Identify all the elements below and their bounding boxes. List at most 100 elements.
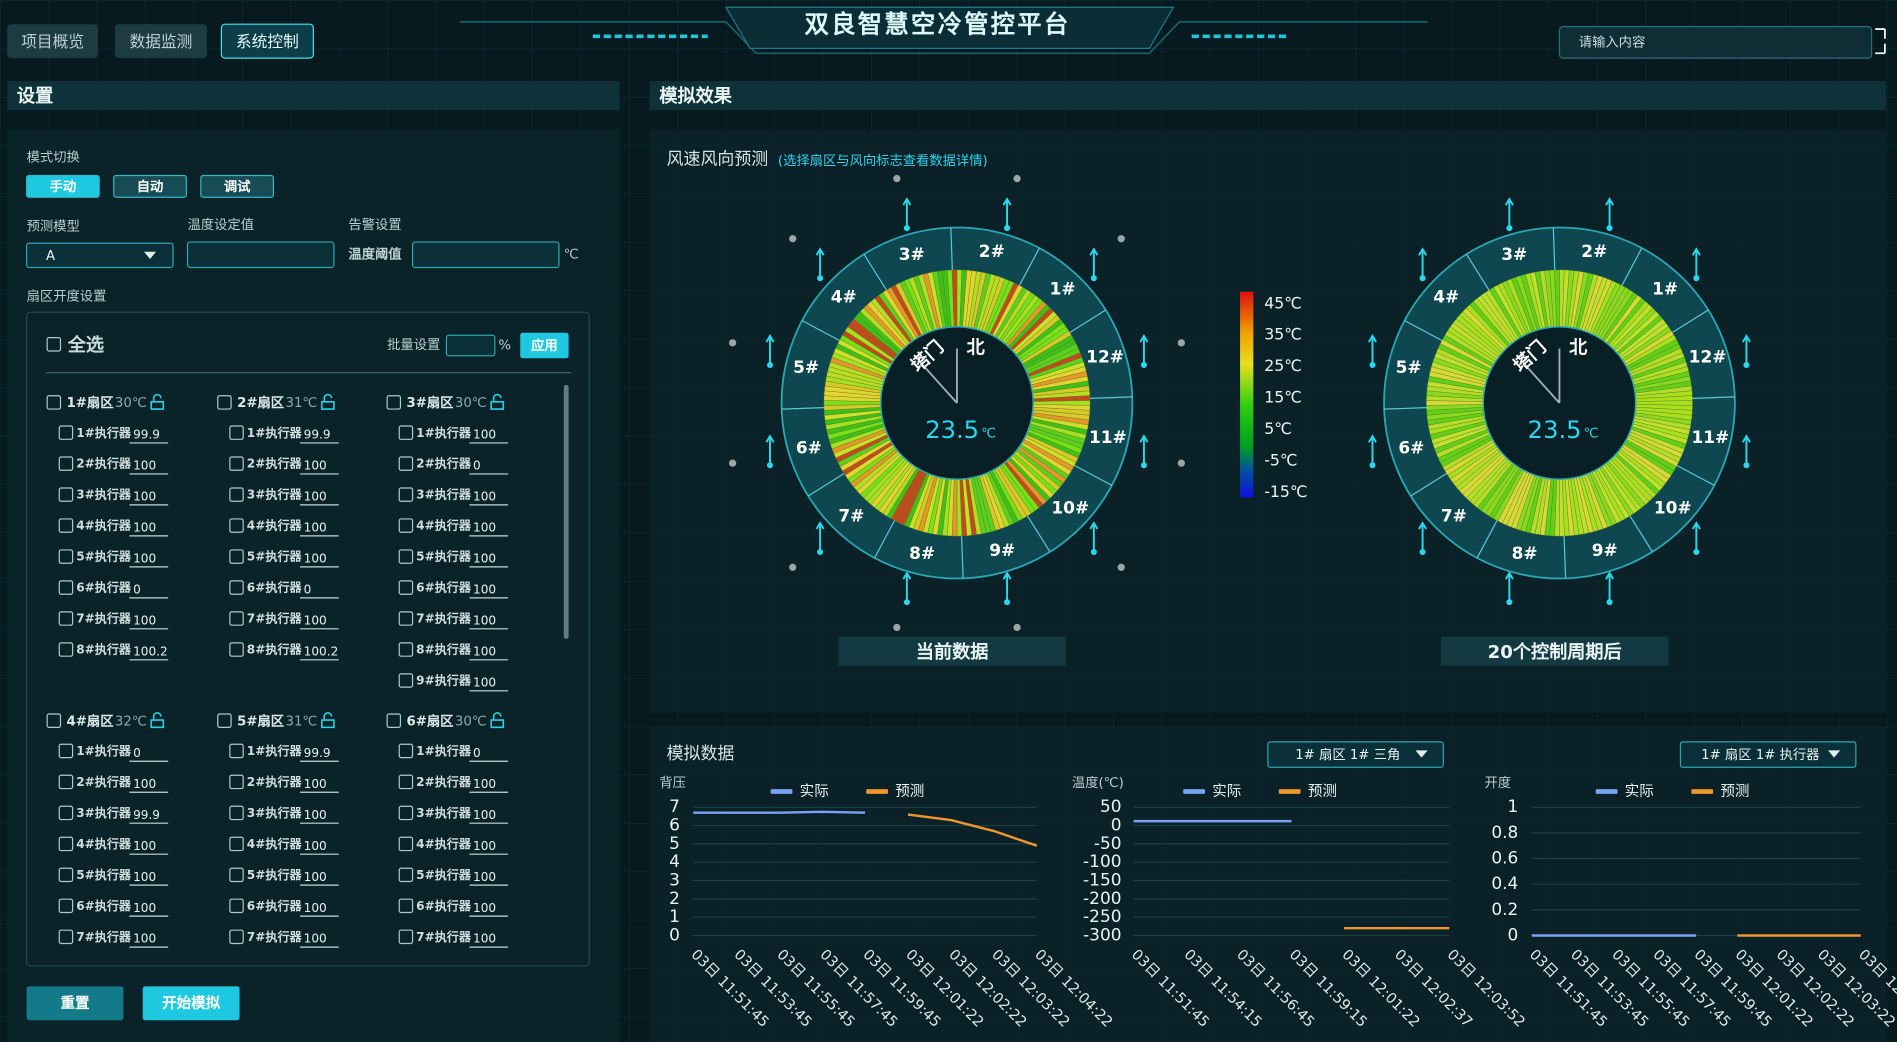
wind-arrow-base[interactable] — [1369, 361, 1376, 369]
lock-icon[interactable] — [321, 712, 335, 729]
wind-arrow[interactable] — [1139, 434, 1149, 466]
checkbox[interactable] — [229, 867, 244, 883]
checkbox[interactable] — [46, 337, 62, 352]
wind-arrow-base[interactable] — [1743, 361, 1750, 369]
checkbox[interactable] — [229, 611, 244, 626]
checkbox[interactable] — [398, 580, 414, 595]
checkbox[interactable] — [58, 425, 74, 440]
checkbox[interactable] — [398, 836, 414, 852]
sector-label[interactable]: 9# — [989, 540, 1015, 560]
checkbox[interactable] — [58, 518, 74, 533]
series-select[interactable] — [1267, 741, 1444, 768]
sector-label[interactable]: 5# — [793, 357, 819, 377]
checkbox[interactable] — [58, 580, 74, 595]
wind-arrow[interactable] — [815, 521, 825, 553]
checkbox[interactable] — [58, 929, 74, 945]
sector-label[interactable]: 1# — [1652, 279, 1678, 299]
apply-button[interactable] — [520, 332, 569, 359]
mode-button[interactable] — [113, 174, 187, 198]
wind-arrow[interactable] — [765, 334, 775, 365]
checkbox[interactable] — [58, 642, 74, 657]
reset-button[interactable] — [26, 986, 124, 1021]
wind-arrow[interactable] — [1089, 521, 1099, 553]
wind-arrow[interactable] — [1002, 197, 1012, 229]
sector-label[interactable]: 5# — [1396, 357, 1422, 377]
sector-label[interactable]: 8# — [909, 543, 935, 563]
checkbox[interactable] — [398, 456, 414, 471]
wind-arrow-base[interactable] — [903, 225, 910, 232]
sector-label[interactable]: 9# — [1592, 540, 1618, 560]
checkbox[interactable] — [398, 805, 414, 821]
checkbox[interactable] — [229, 487, 244, 502]
wind-arrow[interactable] — [1741, 434, 1751, 466]
checkbox[interactable] — [58, 549, 74, 564]
wind-arrow-base[interactable] — [1090, 549, 1097, 556]
checkbox[interactable] — [398, 743, 414, 759]
sector-label[interactable]: 12# — [1689, 347, 1727, 367]
checkbox[interactable] — [229, 774, 244, 790]
checkbox[interactable] — [229, 898, 244, 914]
batch-input[interactable] — [445, 334, 496, 357]
sector-label[interactable]: 10# — [1051, 498, 1089, 518]
checkbox[interactable] — [229, 805, 244, 821]
checkbox[interactable] — [58, 805, 74, 821]
checkbox[interactable] — [58, 611, 74, 626]
nav-tab[interactable] — [220, 23, 314, 59]
checkbox[interactable] — [58, 743, 74, 759]
checkbox[interactable] — [386, 395, 402, 410]
sector-label[interactable]: 6# — [796, 437, 822, 457]
wind-arrow-base[interactable] — [1140, 361, 1147, 369]
lock-icon[interactable] — [490, 712, 505, 729]
sector-label[interactable]: 4# — [1433, 286, 1459, 306]
checkbox[interactable] — [58, 487, 74, 502]
checkbox[interactable] — [398, 774, 414, 790]
checkbox[interactable] — [229, 580, 244, 595]
wind-arrow[interactable] — [1368, 434, 1377, 466]
wind-arrow[interactable] — [1741, 334, 1751, 365]
lock-icon[interactable] — [490, 393, 505, 410]
wind-arrow[interactable] — [1504, 571, 1514, 603]
wind-arrow[interactable] — [1089, 247, 1099, 279]
checkbox[interactable] — [398, 867, 414, 883]
wind-arrow[interactable] — [1691, 247, 1701, 279]
checkbox[interactable] — [229, 743, 244, 759]
checkbox[interactable] — [217, 395, 232, 410]
wind-arrow[interactable] — [1002, 571, 1012, 603]
wind-arrow-base[interactable] — [1506, 225, 1513, 232]
wind-arrow[interactable] — [902, 571, 912, 603]
wind-arrow-base[interactable] — [1743, 462, 1750, 469]
lock-icon[interactable] — [321, 393, 335, 410]
checkbox[interactable] — [398, 518, 414, 533]
checkbox[interactable] — [398, 929, 414, 945]
checkbox[interactable] — [229, 425, 244, 440]
wind-arrow-base[interactable] — [1419, 549, 1426, 556]
checkbox[interactable] — [229, 518, 244, 533]
sector-label[interactable]: 10# — [1654, 498, 1692, 518]
sector-label[interactable]: 2# — [1581, 241, 1607, 261]
wind-arrow[interactable] — [902, 197, 912, 229]
checkbox[interactable] — [58, 774, 74, 790]
wind-arrow-base[interactable] — [1419, 275, 1426, 282]
checkbox[interactable] — [229, 836, 244, 852]
wind-arrow[interactable] — [1368, 334, 1377, 365]
wind-arrow[interactable] — [1605, 571, 1615, 603]
wind-arrow[interactable] — [1605, 197, 1615, 229]
checkbox[interactable] — [217, 713, 232, 728]
lock-icon[interactable] — [150, 712, 165, 729]
sector-label[interactable]: 11# — [1089, 427, 1127, 447]
checkbox[interactable] — [229, 642, 244, 657]
wind-arrow[interactable] — [1418, 247, 1428, 279]
checkbox[interactable] — [398, 673, 414, 688]
wind-arrow-base[interactable] — [1693, 275, 1700, 282]
sector-label[interactable]: 7# — [1441, 505, 1467, 525]
sector-label[interactable]: 3# — [1501, 244, 1527, 264]
checkbox[interactable] — [58, 456, 74, 471]
nav-tab[interactable] — [114, 24, 207, 59]
search-input[interactable] — [1558, 26, 1873, 59]
checkbox[interactable] — [398, 487, 414, 502]
sector-label[interactable]: 7# — [838, 505, 864, 525]
wind-arrow-base[interactable] — [1693, 549, 1700, 556]
wind-arrow[interactable] — [1418, 521, 1428, 553]
setpoint-input[interactable] — [186, 241, 335, 269]
sector-label[interactable]: 8# — [1512, 543, 1538, 563]
